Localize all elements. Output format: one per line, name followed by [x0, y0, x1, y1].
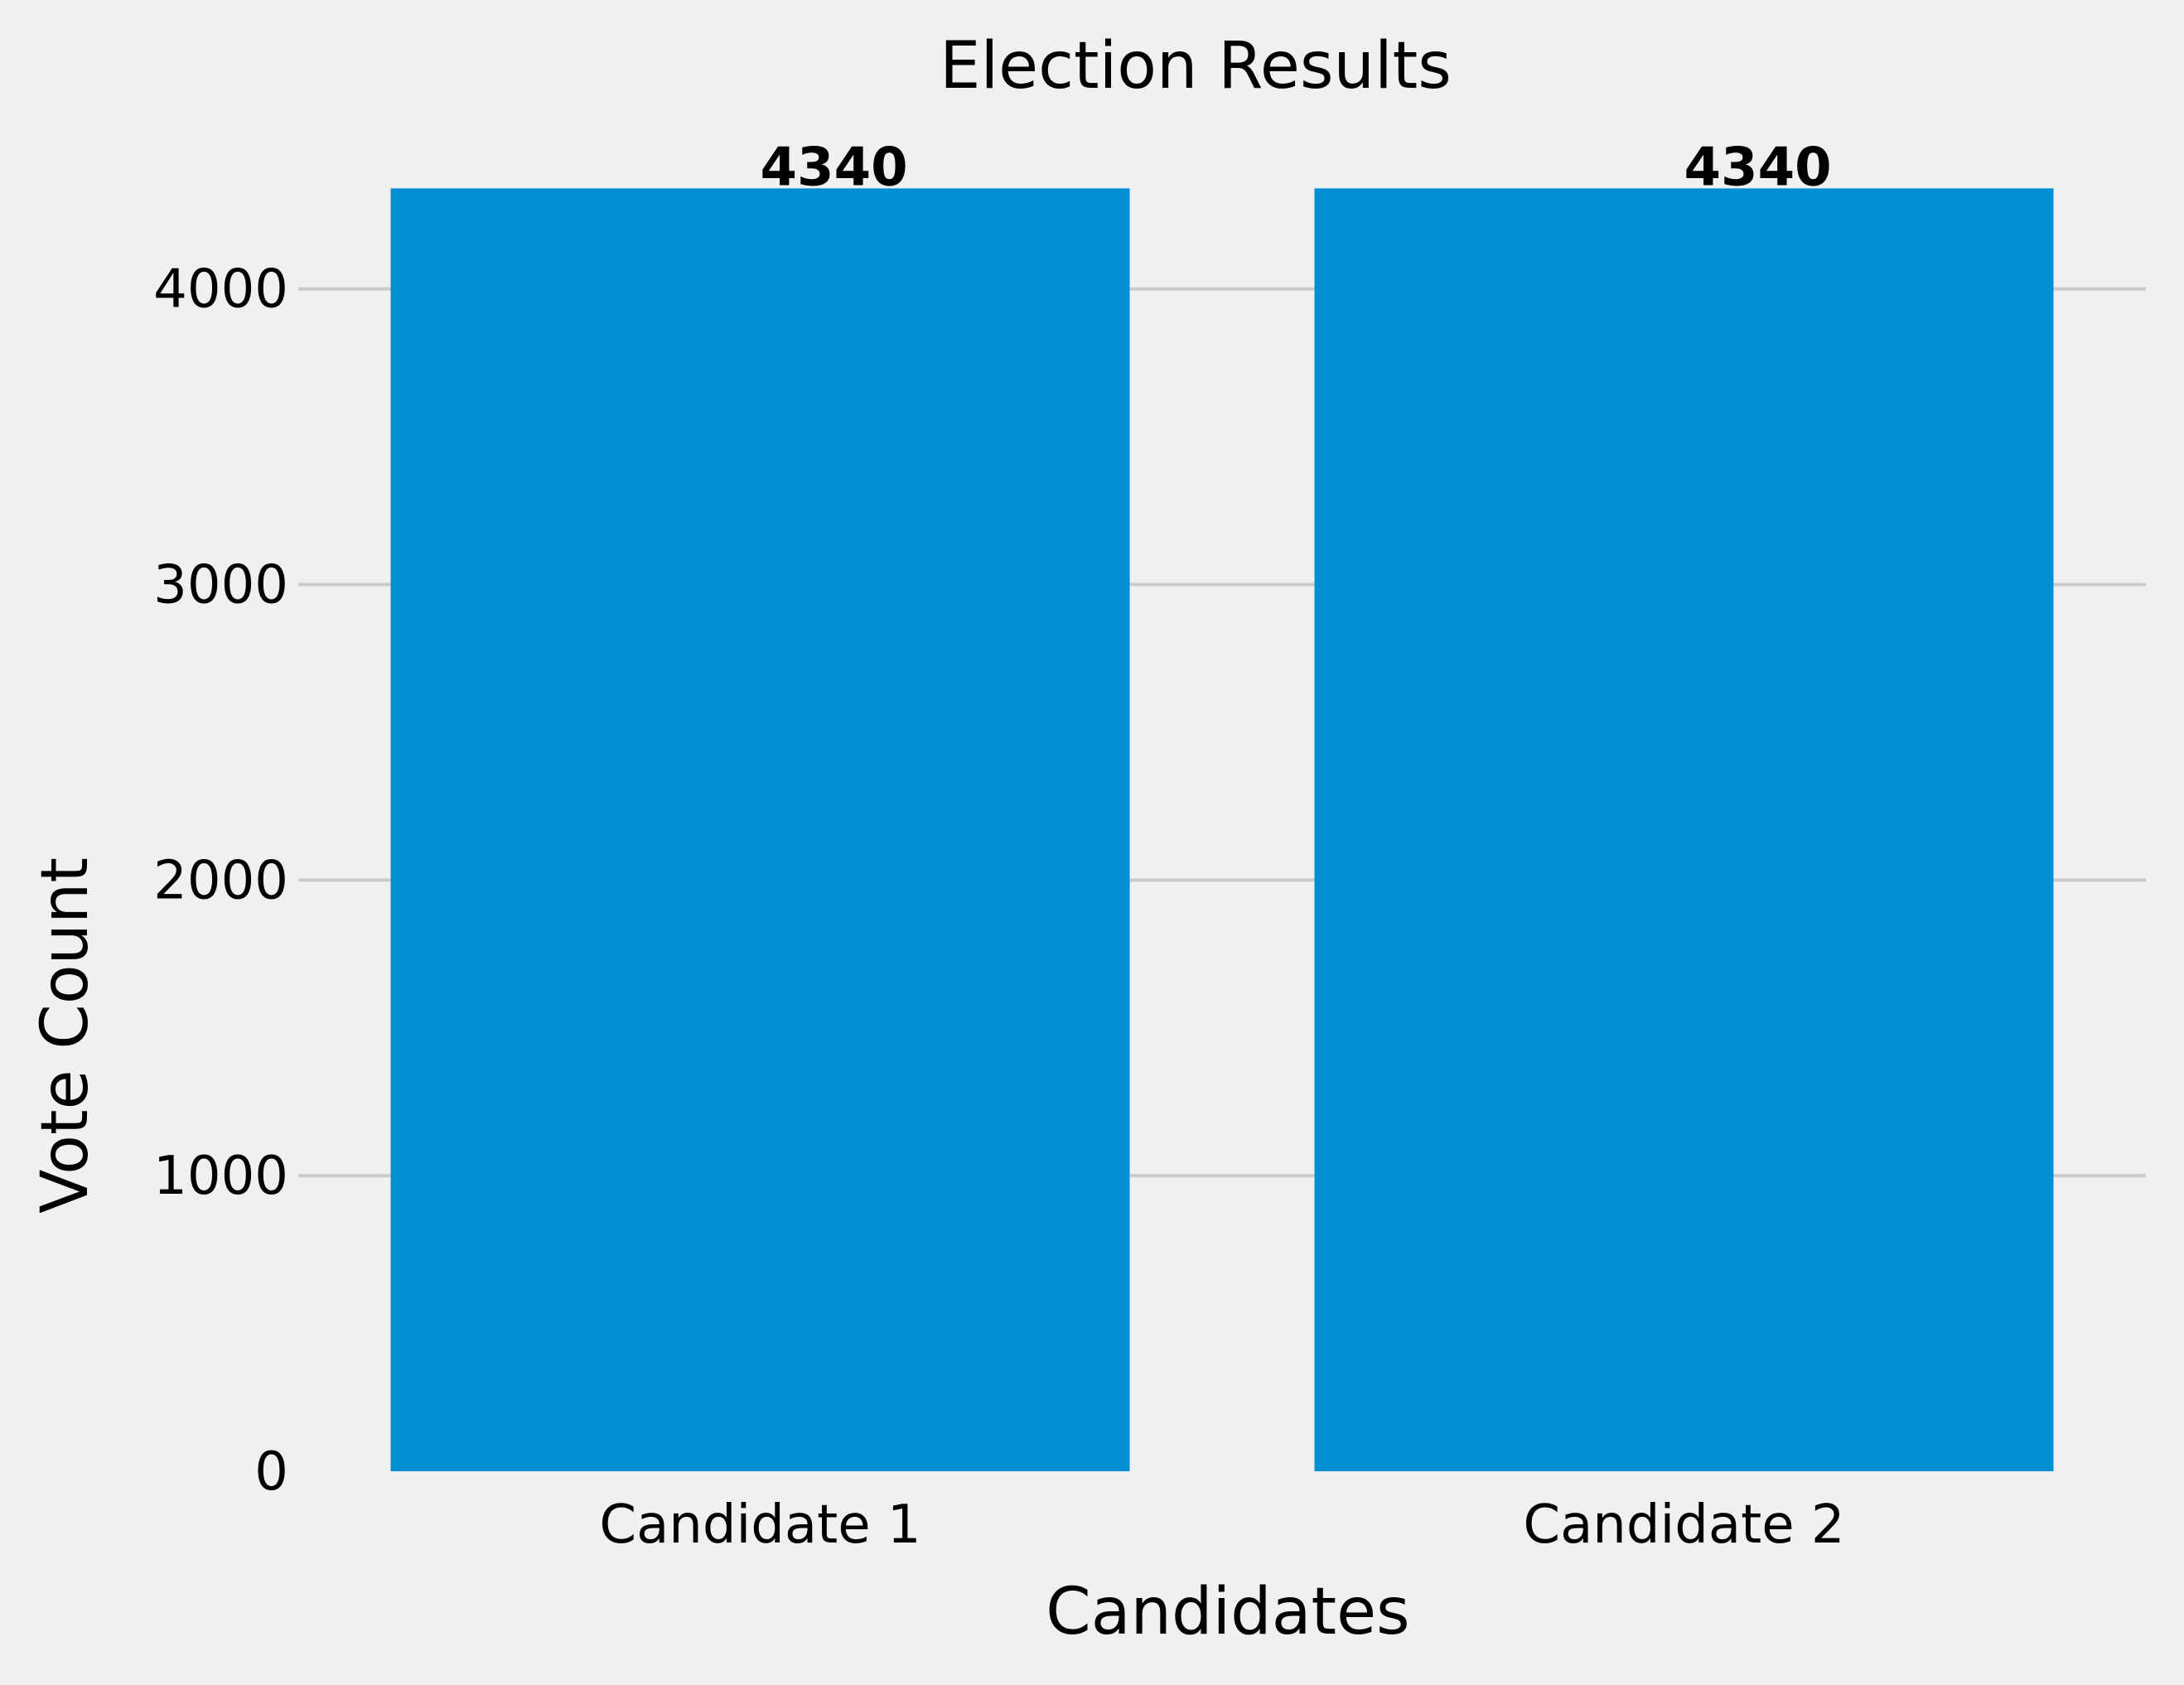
y-tick-label: 1000 [153, 1146, 288, 1207]
y-tick-label: 3000 [153, 555, 288, 616]
data-label-1: 4340 [761, 137, 908, 198]
bar-1 [390, 188, 1130, 1471]
y-tick-label: 2000 [153, 850, 288, 911]
y-axis-ticks: 0 1000 2000 3000 4000 [153, 259, 288, 1503]
x-axis-ticks: Candidate 1 Candidate 2 [599, 1494, 1844, 1556]
x-tick-label: Candidate 1 [599, 1494, 920, 1556]
y-axis-label: Vote Count [28, 857, 103, 1214]
x-tick-label: Candidate 2 [1523, 1494, 1844, 1556]
y-tick-label: 0 [254, 1441, 288, 1503]
y-tick-label: 4000 [153, 259, 288, 321]
chart-title: Election Results [940, 29, 1452, 104]
x-axis-label: Candidates [1046, 1575, 1409, 1649]
data-label-2: 4340 [1684, 137, 1832, 198]
data-labels: 4340 4340 [761, 137, 1832, 198]
bars [390, 188, 2054, 1471]
bar-2 [1314, 188, 2054, 1471]
